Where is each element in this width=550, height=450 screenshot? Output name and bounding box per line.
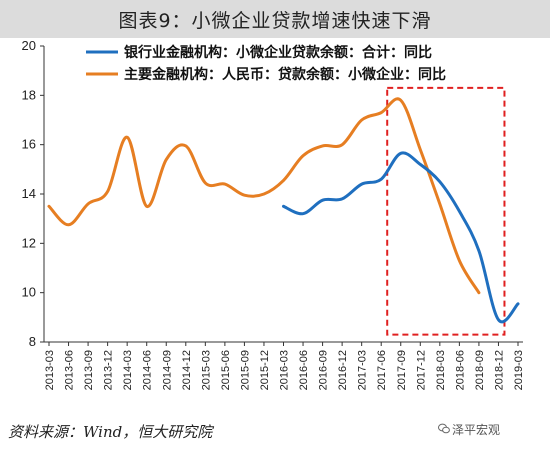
- x-tick-label: 2019-03: [513, 350, 525, 390]
- y-tick-label: 14: [22, 186, 36, 201]
- series-line-1: [282, 151, 520, 324]
- y-tick-label: 10: [22, 285, 36, 300]
- x-tick-label: 2014-09: [161, 350, 173, 390]
- y-tick-label: 8: [29, 334, 36, 349]
- y-tick-label: 16: [22, 137, 36, 152]
- legend-label-1: 银行业金融机构：小微企业贷款余额：合计：同比: [124, 44, 432, 61]
- x-tick-label: 2014-12: [181, 350, 193, 390]
- x-tick-label: 2016-03: [279, 350, 291, 390]
- x-tick-label: 2017-09: [396, 350, 408, 390]
- x-tick-label: 2013-06: [64, 350, 76, 390]
- x-tick-label: 2015-06: [220, 350, 232, 390]
- x-tick-label: 2017-03: [357, 350, 369, 390]
- x-tick-label: 2015-03: [200, 350, 212, 390]
- chart-title: 图表9：小微企业贷款增速快速下滑: [118, 10, 432, 32]
- x-tick-label: 2016-12: [337, 350, 349, 390]
- y-tick-label: 18: [22, 87, 36, 102]
- series-lines: [47, 97, 520, 324]
- series-line-2: [47, 97, 481, 295]
- title-bar: [0, 0, 550, 38]
- x-tick-label: 2015-09: [239, 350, 251, 390]
- legend-label-2: 主要金融机构：人民币：贷款余额：小微企业：同比: [124, 66, 446, 83]
- highlight-box: [386, 86, 506, 336]
- line-chart: 8 10 12 14 16 18 20 2013-03 2013-06 2013-09 2013-1…: [22, 38, 525, 390]
- x-tick-label: 2013-03: [44, 350, 56, 390]
- x-tick-label: 2014-03: [122, 350, 134, 390]
- x-tick-label: 2017-06: [376, 350, 388, 390]
- x-tick-label: 2018-06: [454, 350, 466, 390]
- x-tick-label: 2018-03: [435, 350, 447, 390]
- x-tick-label: 2014-06: [142, 350, 154, 390]
- x-tick-label: 2018-09: [474, 350, 486, 390]
- x-tick-label: 2016-06: [298, 350, 310, 390]
- x-tick-label: 2015-12: [259, 350, 271, 390]
- y-tick-label: 20: [22, 38, 36, 53]
- x-tick-label: 2017-12: [415, 350, 427, 390]
- y-tick-label: 12: [22, 235, 36, 250]
- watermark: 泽平宏观: [452, 423, 501, 437]
- x-tick-label: 2018-12: [493, 350, 505, 390]
- legend: 银行业金融机构：小微企业贷款余额：合计：同比主要金融机构：人民币：贷款余额：小微…: [86, 44, 446, 83]
- wechat-icon: [438, 423, 450, 434]
- x-tick-label: 2016-09: [318, 350, 330, 390]
- highlight-rect: [386, 86, 506, 336]
- x-tick-label: 2013-12: [103, 350, 115, 390]
- x-tick-label: 2013-09: [83, 350, 95, 390]
- source-note: 资料来源：Wind，恒大研究院: [8, 423, 213, 441]
- axes: 8 10 12 14 16 18 20 2013-03 2013-06 2013-09 2013-1…: [22, 38, 525, 390]
